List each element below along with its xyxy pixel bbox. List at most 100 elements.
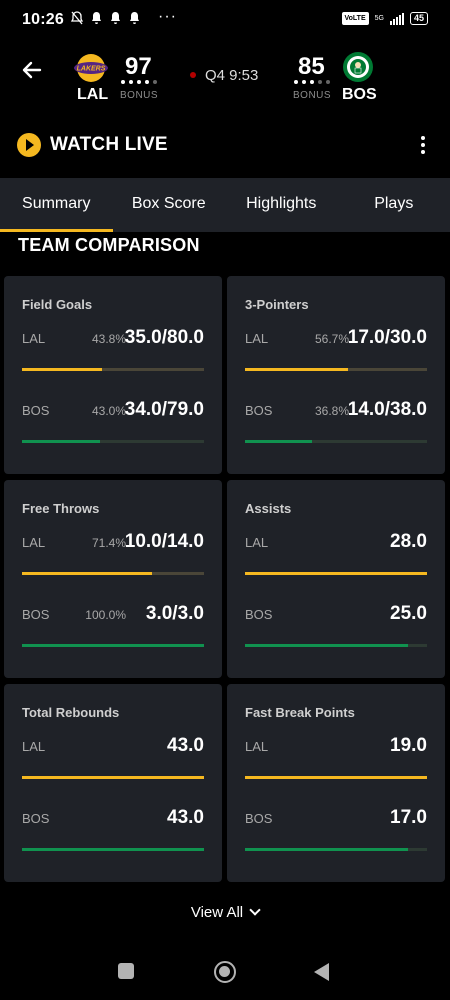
stat-card-title: Fast Break Points <box>245 705 355 720</box>
stat-bar <box>245 440 427 443</box>
stat-bar-fill <box>245 572 427 575</box>
stat-bar-fill <box>22 848 204 851</box>
section-title: TEAM COMPARISON <box>18 235 200 255</box>
stat-card: Total Rebounds LAL 43.0 BOS 43.0 <box>4 684 222 882</box>
team-label: BOS <box>245 811 273 826</box>
tab-bar: Summary Box Score Highlights Plays <box>0 178 450 232</box>
home-bonus-label: BONUS <box>120 90 159 101</box>
home-timeouts-indicator <box>121 80 157 84</box>
stat-bar-fill <box>245 440 312 443</box>
chevron-down-icon <box>249 904 261 916</box>
stat-bar <box>22 440 204 443</box>
tab-box-score[interactable]: Box Score <box>131 195 206 212</box>
stat-value: 3.0/3.0 <box>145 603 204 624</box>
away-timeouts-indicator <box>294 80 330 84</box>
stat-bar-fill <box>245 644 408 647</box>
team-label: BOS <box>22 811 50 826</box>
home-team-score: 97 <box>125 53 152 80</box>
stat-value: 17.0 <box>390 807 427 828</box>
stat-bar <box>22 776 204 779</box>
status-bar: 10:26 ··· VoLTE 5G 45 <box>0 0 450 42</box>
stat-bar-fill <box>245 776 427 779</box>
stat-bar-fill <box>22 368 102 371</box>
stat-percentage: 71.4% <box>91 536 126 550</box>
stat-bar <box>22 644 204 647</box>
bell-icon <box>111 12 120 24</box>
back-icon[interactable] <box>314 963 329 981</box>
recents-icon[interactable] <box>118 963 134 979</box>
stat-value: 35.0/80.0 <box>124 327 204 348</box>
view-all-label: View All <box>190 904 244 921</box>
watch-live-label: WATCH LIVE <box>50 134 168 155</box>
stat-bar <box>245 644 427 647</box>
notification-icons <box>70 11 141 25</box>
team-label: BOS <box>22 607 50 622</box>
home-icon[interactable] <box>214 961 236 983</box>
game-clock: Q4 9:53 <box>205 67 259 84</box>
away-team-score: 85 <box>298 53 325 80</box>
network-type: 5G <box>374 14 384 22</box>
status-time: 10:26 <box>22 11 64 28</box>
stat-bar-fill <box>22 440 101 443</box>
stat-value: 10.0/14.0 <box>124 531 204 552</box>
stat-card-title: 3-Pointers <box>245 297 309 312</box>
stat-percentage: 36.8% <box>314 404 349 418</box>
away-team-abbr: BOS <box>342 86 377 103</box>
signal-icon <box>389 12 404 25</box>
stat-value: 43.0 <box>167 735 204 756</box>
stat-bar-fill <box>245 848 408 851</box>
more-notifications-icon: ··· <box>158 8 177 25</box>
volte-icon: VoLTE <box>341 12 369 25</box>
stat-value: 28.0 <box>390 531 427 552</box>
team-label: LAL <box>245 739 269 754</box>
stat-value: 34.0/79.0 <box>124 399 204 420</box>
team-label: BOS <box>245 403 273 418</box>
team-label: LAL <box>22 331 46 346</box>
team-label: BOS <box>245 607 273 622</box>
team-label: BOS <box>22 403 50 418</box>
away-bonus-label: BONUS <box>293 90 332 101</box>
team-label: LAL <box>245 331 269 346</box>
tab-plays[interactable]: Plays <box>374 195 414 212</box>
muted-bell-icon <box>70 11 84 25</box>
stat-bar <box>245 368 427 371</box>
stat-bar-fill <box>22 572 152 575</box>
stat-card-title: Assists <box>245 501 292 516</box>
more-options-icon[interactable] <box>413 134 433 156</box>
stat-bar <box>245 848 427 851</box>
stat-card-title: Free Throws <box>22 501 100 516</box>
stat-value: 14.0/38.0 <box>347 399 427 420</box>
stat-percentage: 43.0% <box>91 404 126 418</box>
stat-percentage: 100.0% <box>85 608 126 622</box>
stat-bar-fill <box>22 776 204 779</box>
stat-bar <box>245 572 427 575</box>
stat-card-title: Field Goals <box>22 297 93 312</box>
home-team-abbr: LAL <box>77 86 109 103</box>
lakers-logo-icon: LAKERS <box>74 54 108 82</box>
battery-icon: 45 <box>409 12 428 25</box>
stat-value: 25.0 <box>390 603 427 624</box>
tab-highlights[interactable]: Highlights <box>246 195 317 212</box>
view-all-button[interactable]: View All <box>0 904 450 921</box>
bell-icon <box>92 12 101 24</box>
watch-live-button[interactable]: WATCH LIVE <box>17 133 168 157</box>
bell-icon <box>130 12 139 24</box>
stat-card: Assists LAL 28.0 BOS 25.0 <box>227 480 445 678</box>
tab-summary[interactable]: Summary <box>0 178 113 232</box>
stat-bar-fill <box>22 644 204 647</box>
play-icon <box>17 133 41 157</box>
stat-percentage: 43.8% <box>91 332 126 346</box>
svg-text:LAKERS: LAKERS <box>77 66 106 73</box>
team-label: LAL <box>22 535 46 550</box>
stat-card: 3-Pointers LAL 56.7% 17.0/30.0 BOS 36.8% 14.0/… <box>227 276 445 474</box>
stat-card: Free Throws LAL 71.4% 10.0/14.0 BOS 100.0% 3.0… <box>4 480 222 678</box>
stat-percentage: 56.7% <box>314 332 349 346</box>
stat-bar <box>22 368 204 371</box>
live-indicator <box>190 72 196 78</box>
back-arrow-icon[interactable] <box>20 58 44 82</box>
stat-card: Fast Break Points LAL 19.0 BOS 17.0 <box>227 684 445 882</box>
team-label: LAL <box>22 739 46 754</box>
stat-value: 19.0 <box>390 735 427 756</box>
stat-value: 17.0/30.0 <box>347 327 427 348</box>
stat-bar <box>245 776 427 779</box>
